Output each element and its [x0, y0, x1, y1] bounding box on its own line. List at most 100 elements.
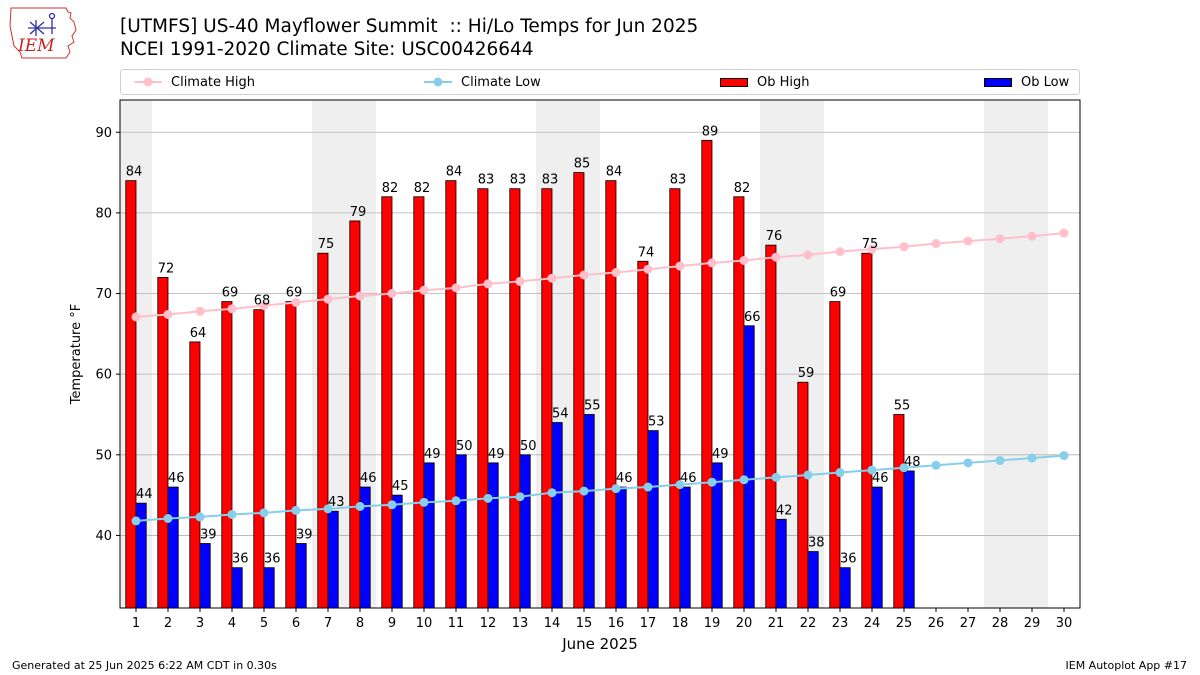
climate-low-point	[547, 488, 557, 498]
weekend-shade-day-28	[984, 100, 1016, 608]
legend-label-ob-high: Ob High	[757, 74, 810, 90]
climate-high-point	[643, 264, 653, 274]
climate-high-point	[803, 250, 813, 260]
ob-high-bar	[765, 244, 777, 609]
x-tick-label: 27	[960, 616, 977, 631]
climate-high-point	[1027, 231, 1037, 241]
ob-high-bar	[381, 196, 393, 609]
climate-low-point	[387, 500, 397, 510]
ob-high-bar	[445, 180, 457, 609]
ob-low-value-label: 50	[456, 439, 473, 454]
ob-low-value-label: 54	[552, 407, 569, 422]
x-tick-label: 16	[608, 616, 625, 631]
climate-high-point	[547, 273, 557, 283]
plot-frame	[119, 99, 1081, 609]
climate-low-point	[163, 513, 173, 523]
climate-high-point	[355, 291, 365, 301]
climate-low-point	[803, 470, 813, 480]
ob-low-bar	[519, 454, 531, 609]
ob-high-value-label: 83	[510, 173, 527, 188]
generated-timestamp: Generated at 25 Jun 2025 6:22 AM CDT in …	[12, 659, 277, 672]
ob-low-bar	[167, 486, 179, 609]
x-tick-label: 13	[512, 616, 529, 631]
x-tick-label: 7	[324, 616, 332, 631]
climate-low-point	[579, 486, 589, 496]
ob-high-bar	[605, 180, 617, 609]
climate-low-point	[867, 465, 877, 475]
ob-high-value-label: 69	[222, 286, 239, 301]
climate-high-point	[195, 306, 205, 316]
x-tick-label: 28	[992, 616, 1009, 631]
legend: Climate High Climate Low Ob High Ob Low	[120, 69, 1080, 95]
chart-subtitle: NCEI 1991-2020 Climate Site: USC00426644	[120, 39, 534, 60]
bar-value-labels: 84 72 64 69 68 69 75 79 82 82 84 83 83 83 85 84 74 83 89 82…	[126, 124, 921, 566]
x-axis-label: June 2025	[561, 635, 638, 653]
climate-high-line	[135, 232, 1065, 318]
iem-logo: IEM	[9, 7, 77, 59]
ob-low-value-label: 45	[392, 479, 409, 494]
ob-low-bar	[775, 518, 787, 609]
x-tick-label: 22	[800, 616, 817, 631]
ob-high-value-label: 59	[798, 366, 815, 381]
x-tick-label: 6	[292, 616, 300, 631]
climate-low-point	[323, 504, 333, 514]
x-tick-label: 9	[388, 616, 396, 631]
climate-low-point	[195, 512, 205, 522]
climate-low-point	[963, 458, 973, 468]
ob-high-bar	[189, 341, 201, 609]
ob-high-value-label: 85	[574, 157, 591, 172]
ob-low-bar	[903, 470, 915, 609]
ob-high-bar	[509, 188, 521, 609]
ob-low-value-label: 36	[232, 552, 249, 567]
climate-low-point	[611, 484, 621, 494]
climate-high-point	[867, 244, 877, 254]
ob-high-bar	[637, 260, 649, 609]
legend-item-climate-low: Climate Low	[423, 70, 541, 94]
x-tick-label: 23	[832, 616, 849, 631]
ob-high-value-label: 69	[286, 286, 303, 301]
legend-item-ob-high: Ob High	[719, 70, 810, 94]
ob-high-value-label: 68	[254, 294, 271, 309]
ob-high-value-label: 84	[606, 165, 623, 180]
climate-high-point	[131, 312, 141, 322]
ob-low-bar	[615, 486, 627, 609]
ob-high-bar	[253, 309, 265, 609]
ob-high-value-label: 74	[638, 245, 655, 260]
climate-low-point	[131, 516, 141, 526]
climate-low-point	[451, 496, 461, 506]
legend-item-ob-low: Ob Low	[983, 70, 1069, 94]
x-tick-label: 25	[896, 616, 913, 631]
ob-high-bar	[477, 188, 489, 609]
ob-low-bar	[327, 510, 339, 609]
ob-low-swatch-icon	[984, 78, 1012, 87]
climate-high-point	[963, 236, 973, 246]
ob-low-bar	[807, 551, 819, 609]
climate-high-point	[483, 279, 493, 289]
ob-high-bar	[701, 139, 713, 609]
ob-low-bar	[423, 462, 435, 609]
climate-high-point	[259, 301, 269, 311]
climate-low-point	[707, 477, 717, 487]
weekend-shade-day-29	[1016, 100, 1048, 608]
climate-low-point	[643, 482, 653, 492]
ob-low-value-label: 66	[744, 310, 761, 325]
x-tick-label: 8	[356, 616, 364, 631]
ob-low-bar	[487, 462, 499, 609]
ob-low-bar	[679, 486, 691, 609]
climate-high-point	[707, 258, 717, 268]
climate-high-point	[995, 234, 1005, 244]
ob-low-value-label: 36	[840, 552, 857, 567]
x-tick-label: 5	[260, 616, 268, 631]
climate-low-point	[739, 475, 749, 485]
x-tick-label: 12	[480, 616, 497, 631]
ob-low-value-label: 46	[168, 471, 185, 486]
ob-low-bar	[871, 486, 883, 609]
climate-low-point	[1027, 453, 1037, 463]
ob-high-bar	[573, 172, 585, 609]
ob-high-bar	[285, 301, 297, 609]
climate-high-point	[835, 247, 845, 257]
ob-low-value-label: 46	[872, 471, 889, 486]
climate-high-point	[419, 285, 429, 295]
